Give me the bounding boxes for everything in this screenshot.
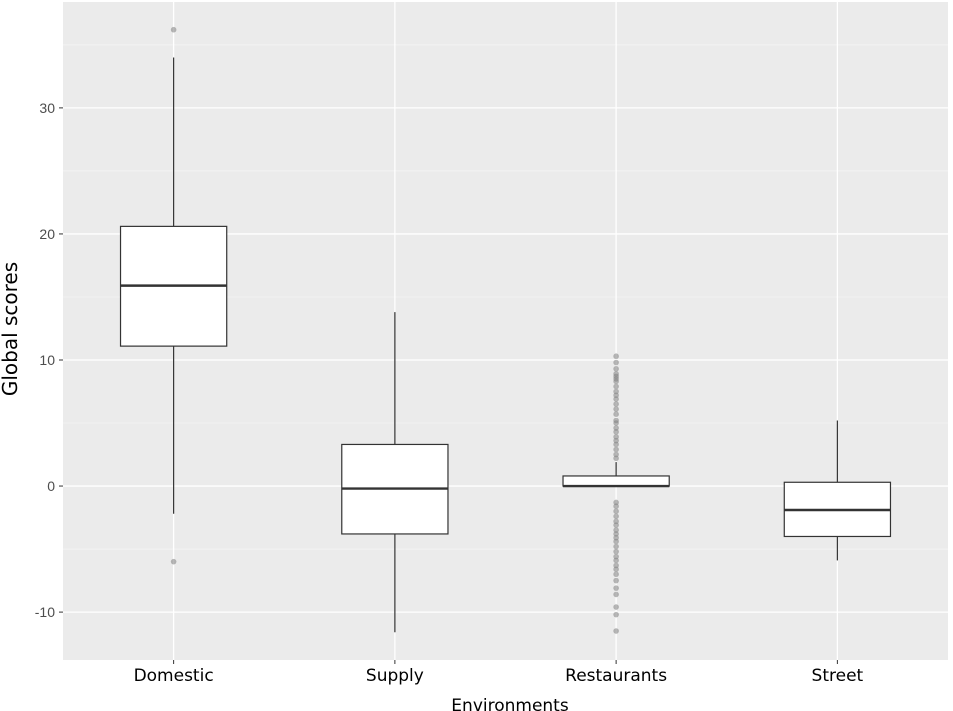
outlier-point bbox=[613, 522, 619, 528]
outlier-point bbox=[613, 538, 619, 545]
outlier-point bbox=[613, 577, 619, 584]
outlier-point bbox=[613, 411, 619, 417]
y-tick-label: -10 bbox=[35, 604, 55, 620]
box-series bbox=[119, 26, 892, 634]
outlier-point bbox=[613, 401, 619, 407]
y-axis-title: Global scores bbox=[0, 262, 22, 396]
outlier-point bbox=[170, 558, 177, 565]
outlier-point bbox=[613, 406, 619, 412]
outlier-point bbox=[613, 455, 619, 462]
iqr-box bbox=[562, 475, 670, 487]
y-tick-label: 20 bbox=[39, 226, 55, 242]
outlier-point bbox=[613, 441, 619, 448]
y-axis-ticks: -10 0 10 20 30 bbox=[35, 100, 63, 620]
outlier-point bbox=[613, 628, 619, 634]
outlier-point bbox=[613, 359, 619, 366]
outlier-point bbox=[613, 508, 619, 515]
outlier-point bbox=[613, 383, 619, 390]
outlier-point bbox=[613, 503, 619, 510]
outlier-point bbox=[613, 446, 619, 453]
outlier-point bbox=[613, 571, 619, 578]
x-category-label: Domestic bbox=[134, 666, 214, 686]
outlier-point bbox=[613, 353, 619, 360]
outlier-point bbox=[613, 604, 619, 610]
x-axis-title: Environments bbox=[451, 696, 569, 711]
y-tick-label: 30 bbox=[39, 100, 55, 116]
box-street bbox=[783, 420, 892, 561]
outlier-point bbox=[170, 26, 177, 33]
outlier-point bbox=[613, 566, 619, 573]
outlier-point bbox=[613, 543, 619, 550]
outlier-point bbox=[613, 420, 619, 426]
outlier-point bbox=[613, 429, 619, 435]
y-tick-label: 10 bbox=[39, 352, 55, 368]
outlier-point bbox=[613, 585, 619, 591]
x-category-label: Supply bbox=[366, 666, 424, 686]
y-tick-label: 0 bbox=[47, 478, 55, 494]
outlier-point bbox=[613, 548, 619, 555]
outlier-point bbox=[613, 366, 619, 372]
outlier-point bbox=[613, 557, 619, 564]
x-axis-categories: Domestic Supply Restaurants Street bbox=[134, 660, 864, 686]
x-category-label: Restaurants bbox=[565, 666, 667, 686]
box-supply bbox=[341, 312, 449, 633]
box-restaurants bbox=[562, 353, 670, 634]
outlier-point bbox=[613, 591, 619, 598]
outlier-point bbox=[613, 611, 619, 618]
outlier-point bbox=[613, 378, 619, 385]
x-category-label: Street bbox=[812, 666, 864, 686]
box-domestic bbox=[119, 26, 228, 565]
outlier-point bbox=[613, 513, 619, 520]
outlier-point bbox=[613, 396, 619, 402]
